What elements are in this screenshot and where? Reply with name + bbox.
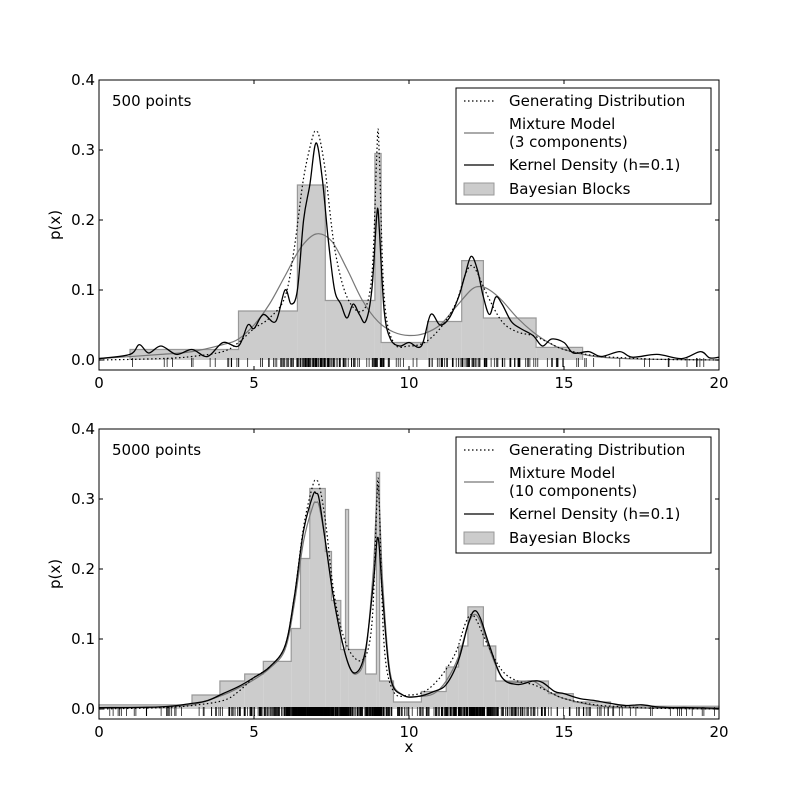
legend-label: (10 components) [509, 482, 637, 500]
legend-label: Generating Distribution [509, 441, 685, 459]
generating-distribution-line [98, 477, 720, 710]
bayesian-block [297, 185, 326, 360]
y-tick-label: 0.3 [71, 141, 95, 159]
x-tick-label: 0 [94, 374, 104, 392]
bayesian-block [427, 321, 462, 360]
legend-label: Mixture Model [509, 115, 615, 133]
legend-box [455, 436, 712, 554]
bayesian-block [345, 509, 349, 709]
bayesian-block [300, 558, 310, 709]
legend-label: Bayesian Blocks [509, 180, 631, 198]
legend-label: Kernel Density (h=0.1) [509, 156, 680, 174]
bayesian-block [381, 342, 428, 360]
sample-size-annotation: 5000 points [112, 441, 201, 459]
bayesian-block [130, 349, 239, 360]
bayesian-blocks-series [129, 152, 584, 360]
data-rug [132, 358, 705, 367]
bayesian-block [495, 681, 509, 709]
x-tick-label: 20 [709, 723, 728, 741]
legend-label: Kernel Density (h=0.1) [509, 505, 680, 523]
panel-500-points: 0 5 10 15 20 0.0 0.1 0.2 0.3 0.4 p(x) 500 points Gen… [46, 71, 729, 392]
kernel-density-line [98, 491, 720, 709]
y-tick-label: 0.0 [71, 351, 95, 369]
y-axis-label: p(x) [46, 210, 64, 240]
bayesian-block [238, 311, 298, 360]
y-tick-label: 0.4 [71, 71, 95, 89]
legend-label: Bayesian Blocks [509, 529, 631, 547]
bayesian-block [376, 472, 380, 709]
bayesian-block [483, 318, 537, 360]
bayesian-block [379, 681, 394, 709]
x-tick-label: 15 [554, 374, 573, 392]
y-axis-label: p(x) [46, 559, 64, 589]
x-tick-label: 10 [399, 374, 418, 392]
bayesian-block [446, 667, 459, 709]
bayesian-blocks-outline [98, 471, 720, 709]
legend: Generating Distribution Mixture Model(3 c… [455, 87, 712, 205]
legend: Generating Distribution Mixture Model(10 … [455, 436, 712, 554]
bayesian-block [467, 606, 484, 709]
legend-handle-bayesian-blocks [463, 182, 495, 196]
legend-label: (3 components) [509, 133, 628, 151]
x-tick-label: 15 [554, 723, 573, 741]
mixture-model-line [98, 233, 720, 361]
y-tick-label: 0.2 [71, 560, 95, 578]
x-tick-label: 5 [249, 374, 259, 392]
legend-label: Generating Distribution [509, 92, 685, 110]
kernel-density-line [98, 142, 720, 360]
sample-size-annotation: 500 points [112, 92, 192, 110]
bayesian-block [393, 702, 422, 709]
x-tick-label: 0 [94, 723, 104, 741]
data-rug [109, 707, 715, 716]
bayesian-block [331, 600, 341, 709]
bayesian-block [548, 693, 574, 709]
x-axis-label: x [405, 738, 414, 756]
bayesian-block [483, 646, 496, 709]
x-tick-label: 20 [709, 374, 728, 392]
bayesian-block [325, 551, 332, 709]
bayesian-block [458, 646, 468, 709]
y-tick-label: 0.3 [71, 490, 95, 508]
legend-box [455, 87, 712, 205]
bayesian-block [508, 681, 549, 709]
legend-handle-bayesian-blocks [463, 531, 495, 545]
bayesian-block [374, 153, 382, 360]
panel-5000-points: 0 5 10 15 20 0.0 0.1 0.2 0.3 0.4 p(x) x 5000 points G… [46, 420, 729, 756]
bayesian-block [340, 649, 346, 709]
x-tick-label: 10 [399, 723, 418, 741]
bayesian-block [461, 260, 484, 360]
x-tick-label: 5 [249, 723, 259, 741]
legend-label: Mixture Model [509, 464, 615, 482]
y-tick-label: 0.4 [71, 420, 95, 438]
bayesian-block [309, 488, 326, 709]
y-tick-label: 0.0 [71, 700, 95, 718]
y-tick-label: 0.2 [71, 211, 95, 229]
bayesian-block [365, 674, 377, 709]
y-tick-label: 0.1 [71, 281, 95, 299]
generating-distribution-line [98, 128, 720, 361]
y-tick-label: 0.1 [71, 630, 95, 648]
bayesian-block [291, 628, 301, 709]
